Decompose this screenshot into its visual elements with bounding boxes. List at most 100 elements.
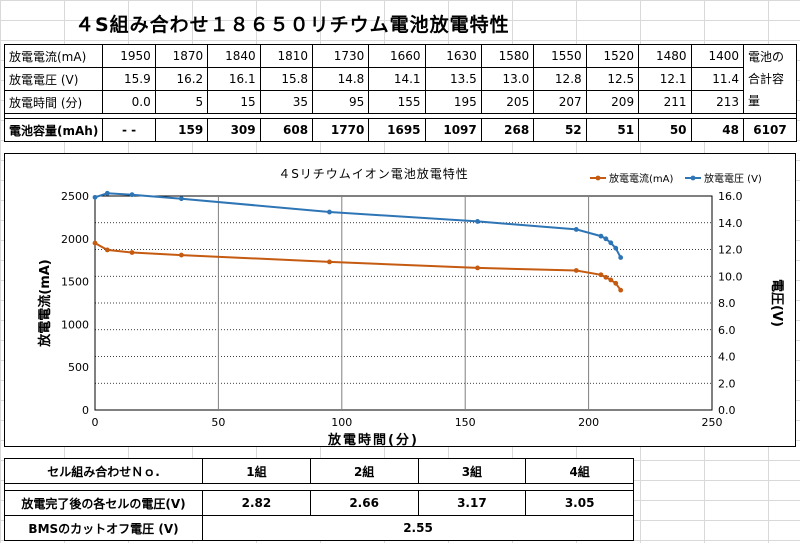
cell-col-4: 4組	[525, 458, 634, 484]
cell-voltage-1: 2.82	[202, 490, 311, 516]
legend-marker	[595, 175, 601, 181]
table-cell: 1550	[533, 44, 587, 68]
table-cell: 35	[259, 90, 314, 114]
plot-area	[94, 195, 713, 411]
y-right-tick-label: 8.0	[718, 297, 736, 310]
series-1-point	[178, 252, 184, 258]
capacity-cell: - -	[102, 118, 156, 142]
table-cell: 95	[312, 90, 370, 114]
capacity-cell: 48	[690, 118, 745, 142]
series-2-point	[598, 233, 604, 239]
table-cell: 16.2	[154, 67, 209, 91]
table-cell: 1520	[585, 44, 640, 68]
total-capacity-label: 電池の合計容量	[743, 44, 797, 114]
cell-col-2: 2組	[309, 458, 419, 484]
table-cell: 5	[154, 90, 209, 114]
series-2-point	[475, 219, 480, 224]
table-cell: 207	[533, 90, 587, 114]
series-2-point	[608, 240, 614, 246]
table-cell: 1870	[154, 44, 209, 68]
series-1-point	[573, 268, 579, 273]
bms-cutoff-row: BMSのカットオフ電圧 (V) 2.55	[3, 515, 634, 541]
series-1-point	[104, 247, 110, 253]
capacity-cell: 50	[638, 118, 692, 142]
y-left-tick-label: 2500	[61, 190, 89, 203]
y-right-tick-label: 2.0	[718, 377, 736, 390]
table-cell: 13.0	[480, 67, 535, 91]
table-cell: 1580	[480, 44, 535, 68]
table-cell: 1660	[368, 44, 426, 68]
legend-marker	[690, 175, 696, 181]
table-row: 放電電流(mA) 1950 1870 1840 1810 1730 1660 1630 1580…	[3, 44, 797, 114]
table-cell: 15.9	[102, 67, 156, 91]
table-cell: 211	[638, 90, 692, 114]
y-left-axis-label: 放電電流(mA)	[37, 259, 53, 348]
table-cell: 12.1	[638, 67, 692, 91]
capacity-label: 電池容量(mAh)	[3, 118, 104, 142]
cell-header-label: セル組み合わせＮｏ.	[3, 458, 204, 484]
capacity-cell: 51	[585, 118, 640, 142]
capacity-cell: 159	[154, 118, 209, 142]
table-cell: 16.1	[207, 67, 261, 91]
table-cell: 155	[368, 90, 426, 114]
series-2-point	[618, 255, 624, 260]
series-1-point	[129, 250, 135, 255]
capacity-cell: 608	[259, 118, 314, 142]
bms-cutoff-label: BMSのカットオフ電圧 (V)	[3, 515, 204, 541]
table-cell: 15	[207, 90, 261, 114]
y-left-tick-label: 1500	[61, 276, 89, 289]
table-cell: 1840	[207, 44, 261, 68]
table-cell: 1950	[102, 44, 156, 68]
y-right-tick-label: 16.0	[718, 190, 743, 203]
table-cell: 205	[480, 90, 535, 114]
x-tick-label: 50	[211, 416, 225, 429]
cell-header-row: セル組み合わせＮｏ. 1組 2組 3組 4組	[3, 458, 634, 484]
table-cell: 209	[585, 90, 640, 114]
y-left-tick-label: 0	[82, 404, 89, 417]
series-2-point	[613, 245, 619, 251]
bms-cutoff-value: 2.55	[202, 515, 634, 541]
y-left-tick-label: 1000	[61, 318, 89, 331]
table-cell: 1480	[638, 44, 692, 68]
capacity-row: 電池容量(mAh) - -159 309 608 1770 1695 1097 268 52 51…	[3, 118, 797, 142]
y-right-tick-label: 10.0	[718, 270, 743, 283]
series-2-point	[92, 194, 98, 200]
y-right-tick-label: 6.0	[718, 324, 736, 337]
table-cell: 195	[424, 90, 482, 114]
table-row: 放電時間 (分) 0.0 5 15 35 95 155 195 205 207 209 211 213	[3, 90, 797, 114]
legend-label: 放電電圧 (V)	[704, 172, 762, 185]
series-1-point	[475, 265, 480, 271]
table-cell: 12.8	[533, 67, 587, 91]
x-tick-label: 150	[455, 416, 476, 429]
table-cell: 0.0	[102, 90, 156, 114]
series-2-point	[104, 190, 110, 196]
page-title: ４S組み合わせ１８６５０リチウム電池放電特性	[75, 13, 510, 36]
row-label: 放電時間 (分)	[3, 90, 104, 114]
table-cell: 13.5	[424, 67, 482, 91]
y-right-tick-label: 14.0	[718, 217, 743, 230]
x-tick-label: 0	[92, 416, 99, 429]
series-2-point	[603, 236, 609, 242]
table-cell: 11.4	[690, 67, 745, 91]
table-cell: 14.1	[368, 67, 426, 91]
table-cell: 1730	[312, 44, 370, 68]
capacity-cell: 1770	[312, 118, 370, 142]
discharge-chart: 0 50 100 150 200 250050010001500200025000.02.…	[37, 166, 784, 448]
row-label: 放電電流(mA)	[3, 44, 104, 68]
y-left-tick-label: 2000	[61, 233, 89, 246]
series-1-point	[613, 280, 619, 286]
x-tick-label: 200	[578, 416, 599, 429]
table-row: 放電電圧 (V) 15.9 16.2 16.1 15.8 14.8 14.1 13.5 13.0…	[3, 67, 797, 91]
y-right-axis-label: 電圧(V)	[769, 279, 784, 327]
capacity-cell: 309	[207, 118, 261, 142]
series-1-point	[608, 277, 614, 283]
series-1-point	[598, 272, 604, 278]
cell-voltage-table: セル組み合わせＮｏ. 1組 2組 3組 4組 放電完了後の各セルの電圧(V) 2…	[3, 458, 634, 541]
series-2-point	[129, 192, 135, 198]
capacity-cell: 1097	[424, 118, 482, 142]
y-right-tick-label: 0.0	[718, 404, 736, 417]
table-cell: 14.8	[312, 67, 370, 91]
cell-voltage-3: 3.17	[417, 490, 527, 516]
table-cell: 1810	[259, 44, 314, 68]
capacity-cell: 1695	[368, 118, 426, 142]
